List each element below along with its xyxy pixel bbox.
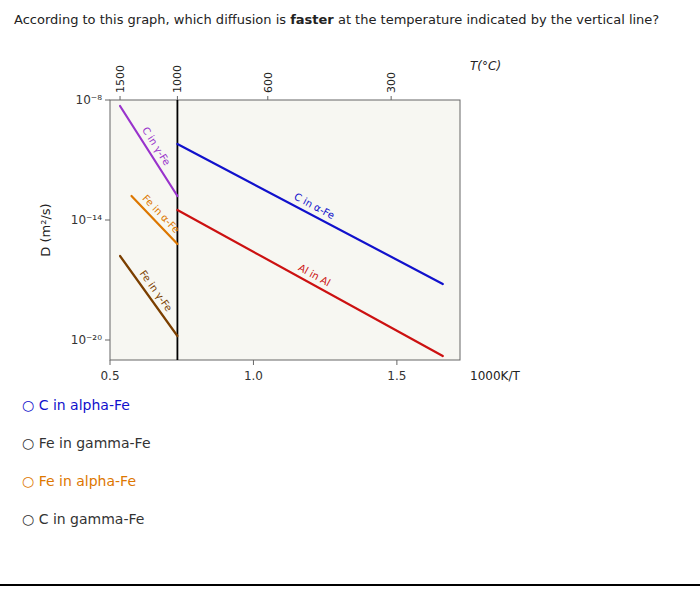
y-tick: [105, 340, 110, 341]
chart: According to this graph, which diffusion…: [0, 0, 700, 610]
x2-tick-label: 1500: [114, 65, 127, 93]
x2-tick-label: 600: [262, 72, 275, 93]
answer-option[interactable]: ○ Fe in alpha-Fe: [22, 473, 136, 489]
separator: [0, 584, 700, 586]
x2-tick: [177, 96, 178, 100]
x-tick-label: 1.5: [387, 369, 406, 383]
x-tick-label: 1.0: [244, 369, 263, 383]
series-label: Al in Al: [297, 262, 333, 288]
series-label: C in γ-Fe: [140, 125, 173, 167]
line-labels: C in γ-Fe C in α-Fe Fe in α-Fe Fe in γ-Fe Al…: [138, 125, 337, 313]
y-tick-label: 10⁻⁸: [76, 93, 103, 107]
title: According to this graph, which diffusion…: [14, 12, 659, 27]
series-line: [177, 144, 442, 284]
x-tick: [253, 360, 254, 365]
answer-option[interactable]: ○ C in alpha-Fe: [22, 397, 130, 413]
series-line: [177, 210, 442, 356]
y-tick-label: 10⁻²⁰: [71, 333, 102, 347]
series-label: Fe in α-Fe: [140, 192, 181, 235]
background: [0, 0, 700, 610]
plot-frame: [110, 100, 460, 360]
answer-option[interactable]: ○ Fe in gamma-Fe: [22, 435, 151, 451]
x2-tick-label: 300: [385, 72, 398, 93]
x-axis-label: 1000K/T: [470, 369, 520, 383]
series-label: Fe in γ-Fe: [138, 268, 175, 313]
series-line: [120, 256, 177, 336]
y-axis-label: D (m²/s): [38, 203, 53, 256]
x2-tick: [120, 96, 121, 100]
plot-area: [120, 100, 443, 360]
answer-option[interactable]: ○ C in gamma-Fe: [22, 511, 144, 527]
series-label: C in α-Fe: [292, 191, 336, 221]
x-tick: [110, 360, 111, 365]
x-tick-label: 0.5: [100, 369, 119, 383]
y-tick: [105, 100, 110, 101]
series-line: [120, 106, 177, 196]
x2-tick: [267, 96, 268, 100]
x2-tick: [391, 96, 392, 100]
title-emphasis: faster: [290, 12, 334, 27]
y-tick: [105, 220, 110, 221]
x-tick: [396, 360, 397, 365]
y-tick-label: 10⁻¹⁴: [71, 213, 102, 227]
x2-tick-label: 1000: [171, 65, 184, 93]
x2-axis-label: T(°C): [470, 59, 501, 73]
